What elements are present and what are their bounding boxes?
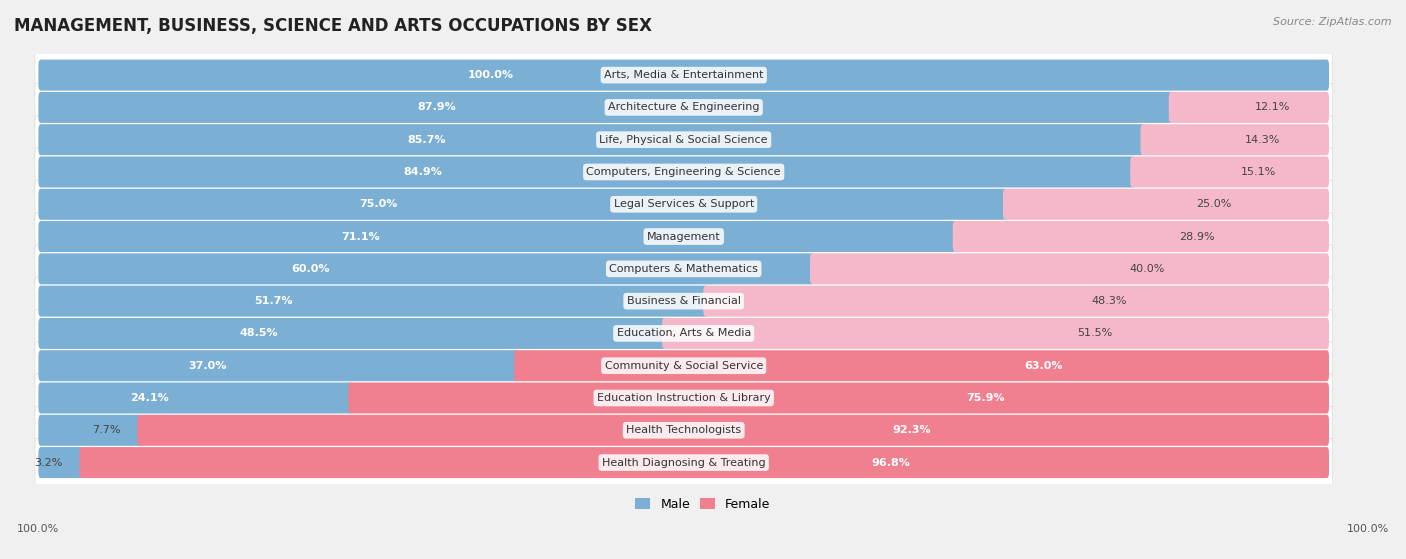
Text: 85.7%: 85.7% bbox=[408, 135, 446, 145]
Text: 51.7%: 51.7% bbox=[254, 296, 292, 306]
FancyBboxPatch shape bbox=[35, 374, 1333, 422]
FancyBboxPatch shape bbox=[35, 212, 1333, 261]
Text: 51.5%: 51.5% bbox=[1077, 329, 1112, 338]
FancyBboxPatch shape bbox=[349, 382, 1329, 414]
FancyBboxPatch shape bbox=[953, 221, 1329, 252]
Text: 84.9%: 84.9% bbox=[404, 167, 443, 177]
FancyBboxPatch shape bbox=[80, 447, 1329, 478]
FancyBboxPatch shape bbox=[38, 415, 142, 446]
FancyBboxPatch shape bbox=[38, 60, 1329, 91]
Text: Arts, Media & Entertainment: Arts, Media & Entertainment bbox=[605, 70, 763, 80]
Text: 28.9%: 28.9% bbox=[1178, 231, 1215, 241]
Text: Life, Physical & Social Science: Life, Physical & Social Science bbox=[599, 135, 768, 145]
Text: 96.8%: 96.8% bbox=[872, 458, 911, 467]
Text: 48.5%: 48.5% bbox=[239, 329, 278, 338]
Text: 100.0%: 100.0% bbox=[468, 70, 513, 80]
Text: 12.1%: 12.1% bbox=[1254, 102, 1289, 112]
Text: 3.2%: 3.2% bbox=[34, 458, 63, 467]
Text: 25.0%: 25.0% bbox=[1197, 199, 1232, 209]
Text: 87.9%: 87.9% bbox=[418, 102, 456, 112]
Text: Management: Management bbox=[647, 231, 721, 241]
FancyBboxPatch shape bbox=[35, 277, 1333, 325]
Text: 100.0%: 100.0% bbox=[17, 524, 59, 534]
Text: Computers & Mathematics: Computers & Mathematics bbox=[609, 264, 758, 274]
Text: Education Instruction & Library: Education Instruction & Library bbox=[596, 393, 770, 403]
FancyBboxPatch shape bbox=[38, 92, 1174, 123]
Text: 63.0%: 63.0% bbox=[1024, 361, 1063, 371]
Text: 60.0%: 60.0% bbox=[291, 264, 330, 274]
Text: 75.0%: 75.0% bbox=[359, 199, 398, 209]
FancyBboxPatch shape bbox=[35, 406, 1333, 454]
Text: 7.7%: 7.7% bbox=[91, 425, 121, 435]
FancyBboxPatch shape bbox=[35, 51, 1333, 100]
Text: 40.0%: 40.0% bbox=[1129, 264, 1164, 274]
FancyBboxPatch shape bbox=[38, 286, 707, 316]
FancyBboxPatch shape bbox=[38, 382, 353, 414]
Text: Source: ZipAtlas.com: Source: ZipAtlas.com bbox=[1274, 17, 1392, 27]
FancyBboxPatch shape bbox=[35, 245, 1333, 293]
FancyBboxPatch shape bbox=[38, 318, 666, 349]
Text: Architecture & Engineering: Architecture & Engineering bbox=[607, 102, 759, 112]
Legend: Male, Female: Male, Female bbox=[630, 493, 776, 516]
FancyBboxPatch shape bbox=[662, 318, 1329, 349]
Text: 37.0%: 37.0% bbox=[188, 361, 226, 371]
FancyBboxPatch shape bbox=[38, 253, 814, 285]
FancyBboxPatch shape bbox=[515, 350, 1329, 381]
FancyBboxPatch shape bbox=[138, 415, 1329, 446]
FancyBboxPatch shape bbox=[38, 221, 957, 252]
Text: MANAGEMENT, BUSINESS, SCIENCE AND ARTS OCCUPATIONS BY SEX: MANAGEMENT, BUSINESS, SCIENCE AND ARTS O… bbox=[14, 17, 652, 35]
FancyBboxPatch shape bbox=[35, 148, 1333, 196]
Text: 24.1%: 24.1% bbox=[129, 393, 169, 403]
Text: Computers, Engineering & Science: Computers, Engineering & Science bbox=[586, 167, 780, 177]
FancyBboxPatch shape bbox=[1168, 92, 1329, 123]
Text: 14.3%: 14.3% bbox=[1244, 135, 1279, 145]
Text: 100.0%: 100.0% bbox=[1347, 524, 1389, 534]
FancyBboxPatch shape bbox=[35, 83, 1333, 131]
Text: Business & Financial: Business & Financial bbox=[627, 296, 741, 306]
Text: Education, Arts & Media: Education, Arts & Media bbox=[616, 329, 751, 338]
FancyBboxPatch shape bbox=[38, 157, 1135, 187]
FancyBboxPatch shape bbox=[1002, 189, 1329, 220]
FancyBboxPatch shape bbox=[35, 180, 1333, 229]
Text: 15.1%: 15.1% bbox=[1241, 167, 1277, 177]
FancyBboxPatch shape bbox=[38, 189, 1008, 220]
FancyBboxPatch shape bbox=[35, 438, 1333, 487]
Text: Legal Services & Support: Legal Services & Support bbox=[613, 199, 754, 209]
Text: Health Diagnosing & Treating: Health Diagnosing & Treating bbox=[602, 458, 765, 467]
FancyBboxPatch shape bbox=[810, 253, 1329, 285]
FancyBboxPatch shape bbox=[1130, 157, 1329, 187]
Text: 92.3%: 92.3% bbox=[891, 425, 931, 435]
FancyBboxPatch shape bbox=[38, 124, 1144, 155]
FancyBboxPatch shape bbox=[35, 309, 1333, 358]
FancyBboxPatch shape bbox=[35, 116, 1333, 164]
Text: 71.1%: 71.1% bbox=[342, 231, 380, 241]
Text: 48.3%: 48.3% bbox=[1091, 296, 1128, 306]
FancyBboxPatch shape bbox=[38, 350, 519, 381]
Text: 75.9%: 75.9% bbox=[966, 393, 1004, 403]
Text: Community & Social Service: Community & Social Service bbox=[605, 361, 763, 371]
FancyBboxPatch shape bbox=[1140, 124, 1329, 155]
FancyBboxPatch shape bbox=[703, 286, 1329, 316]
FancyBboxPatch shape bbox=[38, 447, 84, 478]
FancyBboxPatch shape bbox=[35, 342, 1333, 390]
Text: Health Technologists: Health Technologists bbox=[626, 425, 741, 435]
